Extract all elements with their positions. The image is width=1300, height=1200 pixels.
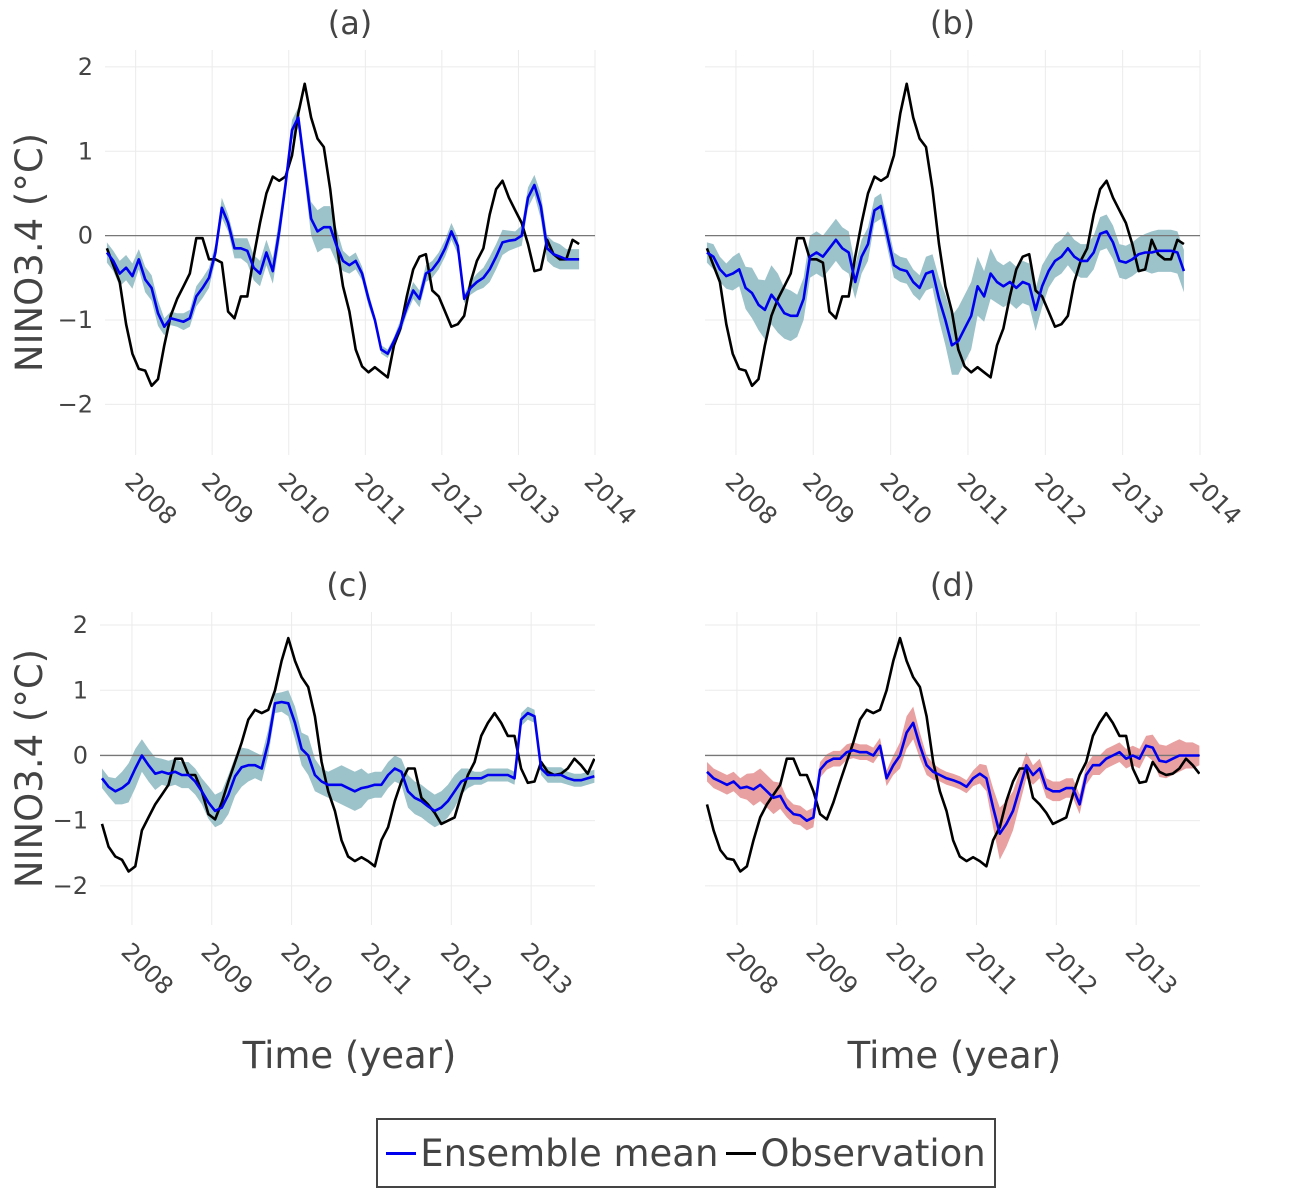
y-axis-label: NINO3.4 (°C) (8, 649, 51, 888)
x-tick-label: 2011 (349, 467, 412, 530)
series-line-observation (705, 636, 1200, 873)
x-tick-label: 2009 (797, 467, 860, 530)
y-tick-label: −1 (58, 306, 93, 334)
y-tick-label: −2 (53, 872, 88, 900)
x-tick-label: 2010 (275, 937, 338, 1000)
x-tick-label: 2012 (1040, 937, 1103, 1000)
series-line-ensemble-mean (706, 204, 1186, 347)
series-line-ensemble-mean (100, 700, 595, 813)
panel-d: 2008 2009 2010 2011 2012 2013 (d) Time (year) (705, 566, 1200, 1077)
y-tick-label: 1 (78, 137, 93, 165)
x-tick-label: 2013 (1106, 467, 1169, 530)
y-tick-label: −1 (53, 807, 88, 835)
x-tick-label: 2013 (1120, 937, 1183, 1000)
y-tick-label: −2 (58, 390, 93, 418)
y-tick-label: 0 (78, 222, 93, 250)
panel-a: 2 1 0 −1 −2 2008 2009 2010 2011 2012 2013 2014 (a) NI… (8, 4, 642, 530)
plot-area (100, 636, 595, 873)
x-tick-label: 2008 (721, 937, 784, 1000)
y-tick-label: 0 (73, 741, 88, 769)
x-tick-label: 2008 (116, 937, 179, 1000)
series-line-observation (100, 636, 595, 873)
panel-title: (c) (326, 566, 369, 604)
series-line-observation (105, 82, 580, 388)
x-tick-label: 2013 (502, 467, 565, 530)
x-tick-label: 2014 (579, 467, 642, 530)
series-line-ensemble-mean (105, 116, 580, 356)
legend-swatch-ensemble (386, 1151, 417, 1155)
y-tick-label: 1 (73, 676, 88, 704)
x-tick-label: 2009 (196, 467, 259, 530)
x-tick-label: 2012 (435, 937, 498, 1000)
panel-title: (d) (930, 566, 975, 604)
x-tick-label: 2013 (515, 937, 578, 1000)
x-axis-label: Time (year) (847, 1034, 1062, 1077)
y-axis-label: NINO3.4 (°C) (8, 133, 51, 372)
spread-band (706, 193, 1184, 375)
y-tick-label: 2 (78, 53, 93, 81)
series-line-observation (705, 82, 1185, 388)
plot-area (705, 636, 1200, 873)
legend-label-ensemble: Ensemble mean (420, 1131, 719, 1175)
y-tick-label: 2 (73, 611, 88, 639)
x-tick-label: 2010 (880, 937, 943, 1000)
spread-band (707, 706, 1200, 860)
x-tick-label: 2012 (426, 467, 489, 530)
plot-area (105, 82, 595, 388)
x-tick-label: 2010 (874, 467, 937, 530)
panel-title: (b) (930, 4, 975, 42)
legend-swatch-observation (726, 1151, 757, 1155)
x-tick-label: 2008 (119, 467, 182, 530)
x-tick-label: 2010 (273, 467, 336, 530)
panel-c: 2 1 0 −1 −2 2008 2009 2010 2011 2012 2013 (c) NINO3.… (8, 566, 595, 1077)
x-tick-label: 2009 (196, 937, 259, 1000)
x-tick-label: 2011 (960, 937, 1023, 1000)
legend-item-ensemble: Ensemble mean (386, 1132, 718, 1175)
x-tick-label: 2014 (1184, 467, 1247, 530)
x-tick-label: 2012 (1029, 467, 1092, 530)
panel-b: 2008 2009 2010 2011 2012 2013 2014 (b) (705, 4, 1247, 530)
panel-title: (a) (328, 4, 373, 42)
x-tick-label: 2008 (720, 467, 783, 530)
legend: Ensemble mean Observation (376, 1118, 996, 1188)
legend-item-observation: Observation (726, 1131, 986, 1175)
x-tick-label: 2009 (801, 937, 864, 1000)
x-tick-label: 2011 (952, 467, 1015, 530)
x-axis-label: Time (year) (242, 1034, 457, 1077)
legend-label-observation: Observation (760, 1131, 986, 1175)
series-line-ensemble-mean (706, 721, 1200, 836)
plot-area (705, 82, 1200, 388)
x-tick-label: 2011 (355, 937, 418, 1000)
